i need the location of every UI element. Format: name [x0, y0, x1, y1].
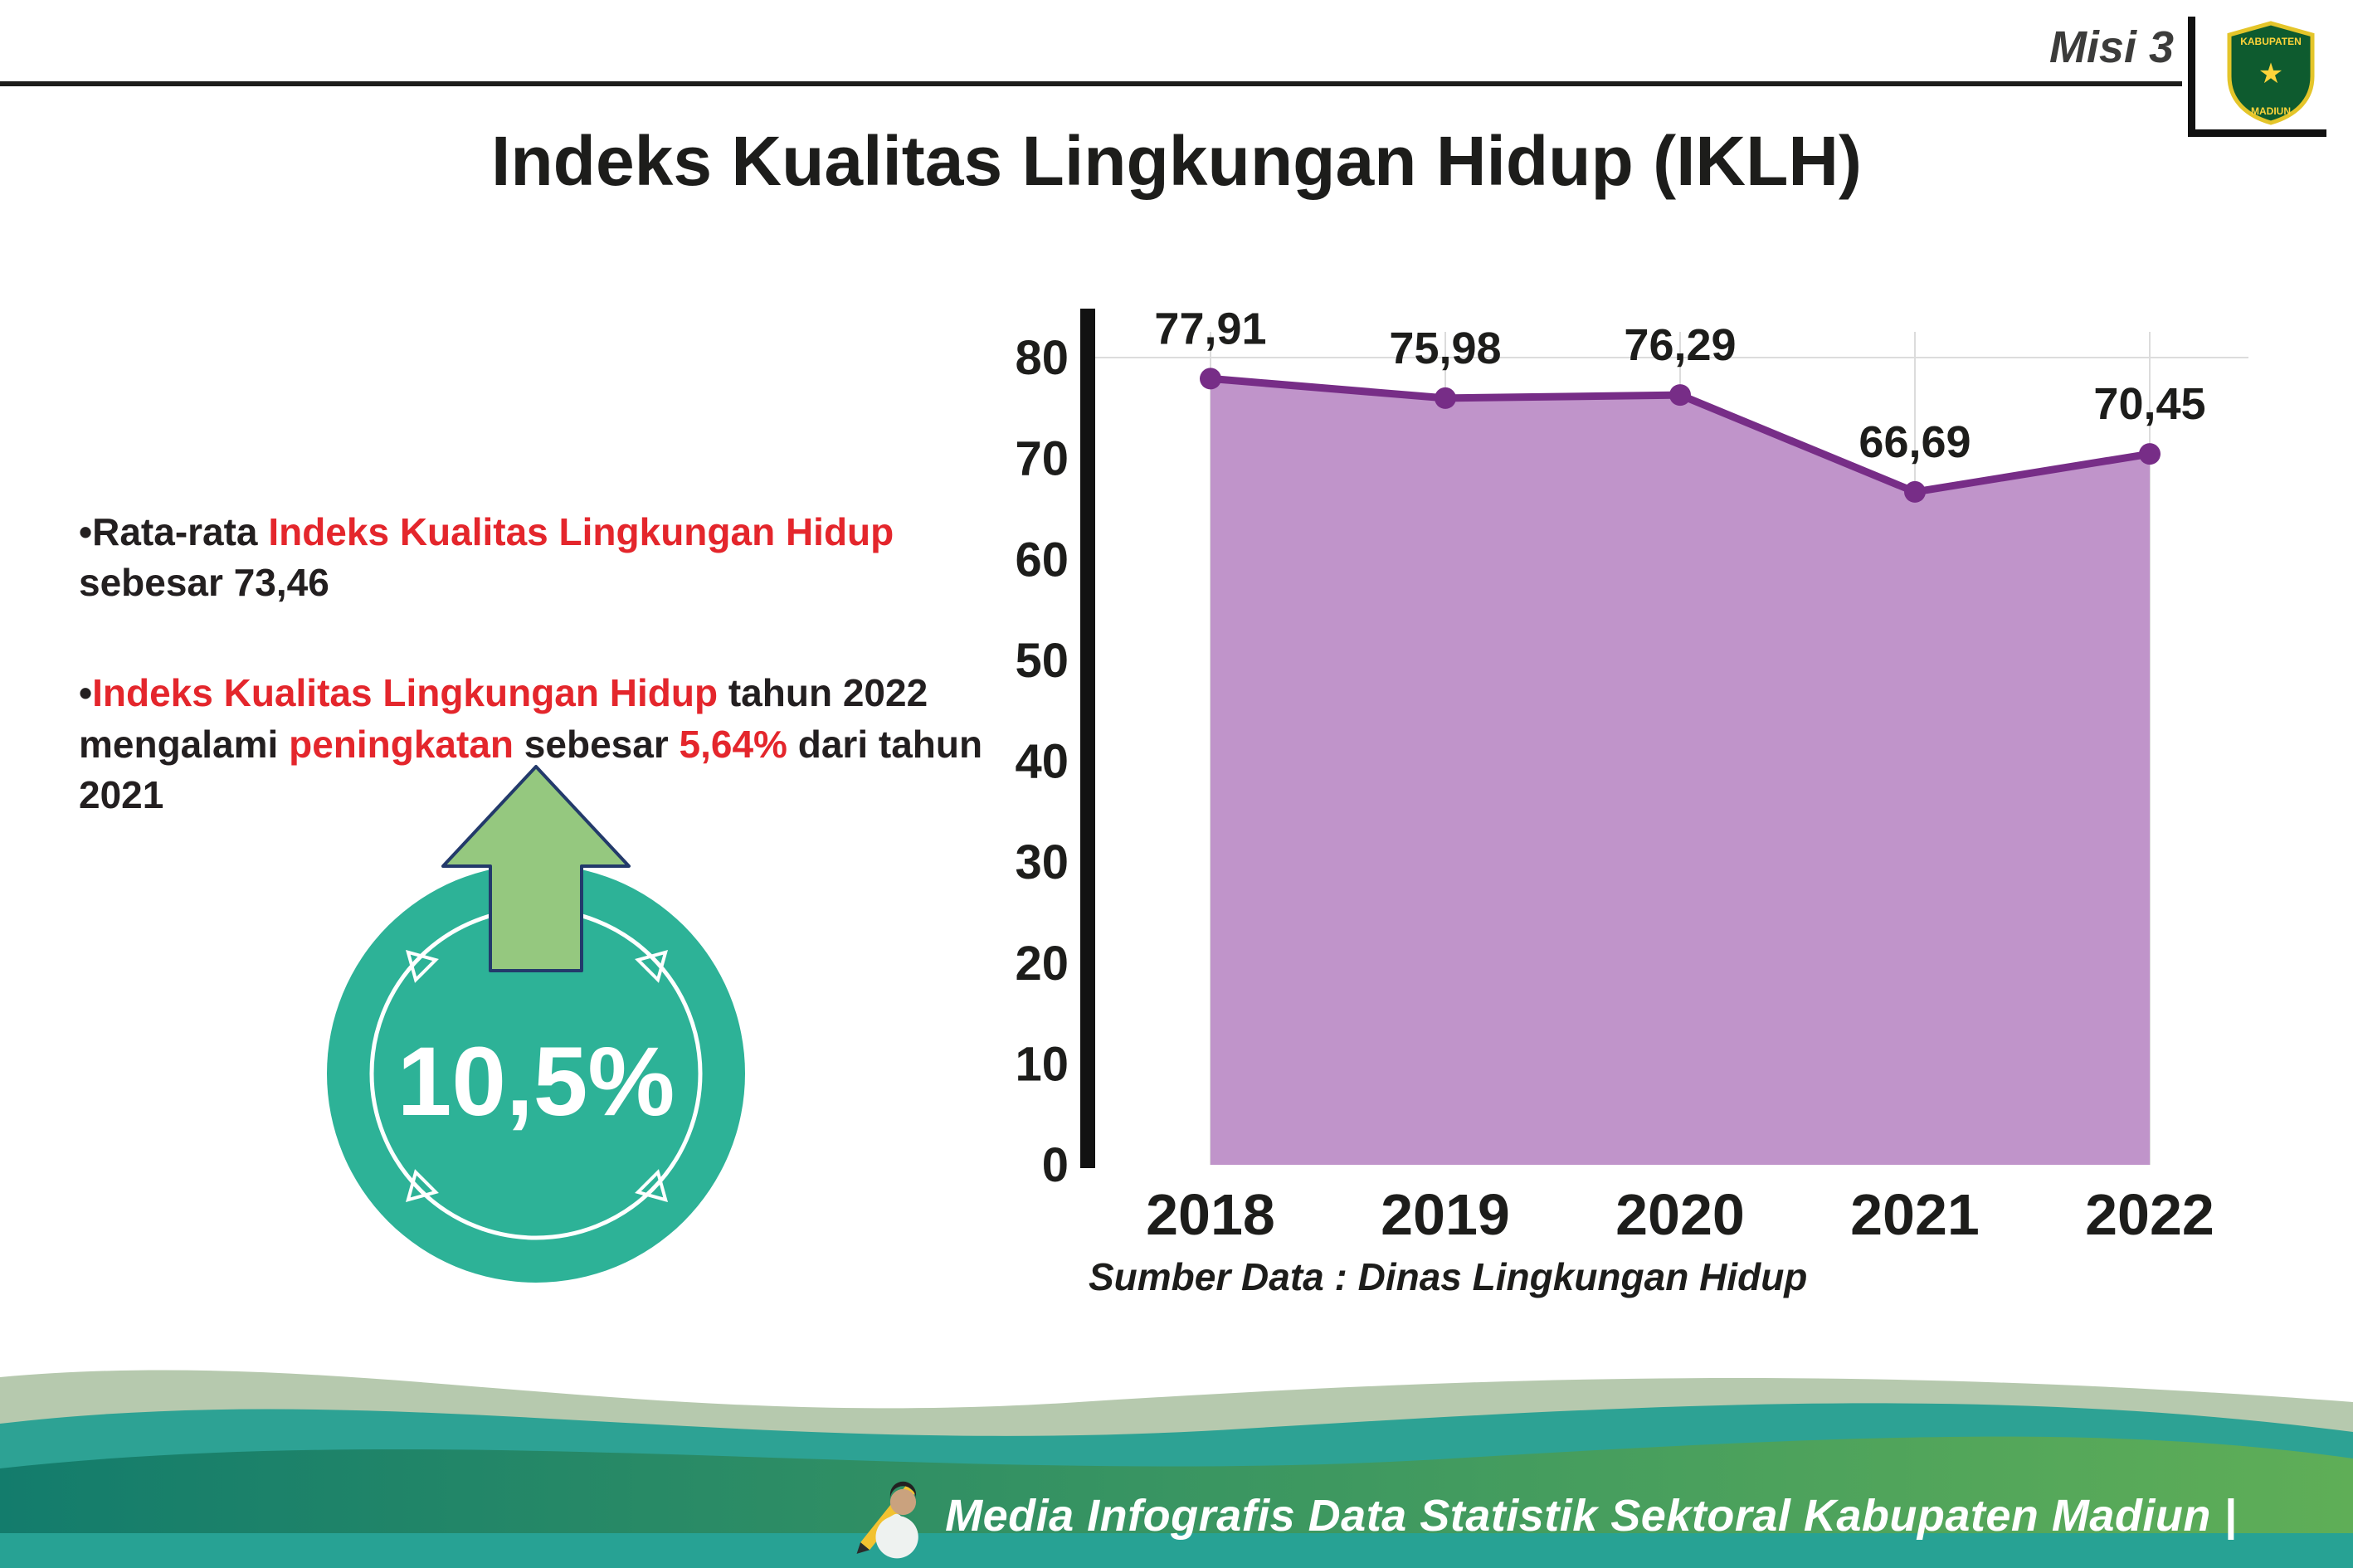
- bullet-marker: •: [79, 671, 93, 715]
- data-point: [1200, 368, 1221, 390]
- badge-triangles: [405, 949, 669, 1203]
- mascot-icon: [856, 1481, 918, 1559]
- data-point: [2139, 443, 2161, 465]
- area-fill: [1211, 378, 2150, 1165]
- data-point: [1669, 384, 1691, 407]
- bullet-marker: •: [79, 510, 93, 553]
- footer-waves: [0, 1370, 2353, 1568]
- y-tick-label: 70: [1015, 432, 1069, 486]
- bullet2-highlight1: Indeks Kualitas Lingkungan Hidup: [92, 671, 719, 715]
- bullet1-highlight: Indeks Kualitas Lingkungan Hidup: [268, 510, 894, 553]
- badge-percentage: 10,5%: [397, 1027, 675, 1137]
- y-tick-label: 60: [1015, 533, 1069, 587]
- footer-credit: Media Infografis Data Statistik Sektoral…: [850, 1470, 2237, 1561]
- bullet1-text: Rata-rata: [92, 510, 269, 553]
- value-label: 66,69: [1859, 417, 1971, 467]
- y-tick-label: 10: [1015, 1037, 1069, 1091]
- iklh-area-chart: 77,91 75,98 76,29 66,69 70,45 80 70 60 50 40 30 20 1…: [954, 299, 2307, 1344]
- page-title: Indeks Kualitas Lingkungan Hidup (IKLH): [490, 122, 1863, 200]
- logo-text-top: KABUPATEN: [2240, 36, 2302, 47]
- kabupaten-madiun-logo: KABUPATEN ★ MADIUN: [2188, 17, 2326, 137]
- increase-badge: 10,5%: [320, 757, 752, 1296]
- bullet-average-iklh: •Rata-rata Indeks Kualitas Lingkungan Hi…: [79, 507, 1008, 608]
- y-axis-bar: [1080, 309, 1095, 1168]
- value-label: 77,91: [1154, 304, 1266, 353]
- header-divider: [0, 81, 2182, 86]
- arrow-up-icon: [441, 765, 631, 972]
- y-tick-label: 0: [1042, 1138, 1069, 1192]
- bullet2-text2: sebesar: [514, 722, 680, 766]
- x-tick-label: 2019: [1381, 1182, 1510, 1247]
- data-source-caption: Sumber Data : Dinas Lingkungan Hidup: [1089, 1255, 1808, 1298]
- data-point: [1904, 480, 1926, 503]
- value-label: 76,29: [1624, 320, 1736, 370]
- x-tick-label: 2020: [1615, 1182, 1745, 1247]
- bullet2-text3: dari tahun 2021: [79, 722, 983, 816]
- logo-text-bottom: MADIUN: [2251, 105, 2291, 117]
- x-tick-label: 2018: [1146, 1182, 1275, 1247]
- footer-credit-text: Media Infografis Data Statistik Sektoral…: [945, 1491, 2237, 1541]
- y-tick-label: 20: [1015, 937, 1069, 991]
- bullet1-text2: sebesar 73,46: [79, 561, 329, 605]
- y-tick-label: 40: [1015, 735, 1069, 789]
- data-point: [1435, 387, 1456, 409]
- y-tick-label: 30: [1015, 835, 1069, 889]
- bullet2-highlight3: 5,64%: [679, 722, 787, 766]
- increase-badge-graphic: 10,5%: [327, 765, 745, 1283]
- bullet2-text1: tahun 2022 mengalami: [79, 671, 928, 766]
- bullet2-highlight2: peningkatan: [289, 722, 514, 766]
- crest-icon: KABUPATEN ★ MADIUN: [2227, 21, 2315, 125]
- x-tick-label: 2022: [2085, 1182, 2214, 1247]
- value-label: 70,45: [2093, 379, 2205, 429]
- value-label: 75,98: [1389, 324, 1501, 373]
- summary-bullets: •Rata-rata Indeks Kualitas Lingkungan Hi…: [79, 469, 1008, 859]
- area-chart-svg: 77,91 75,98 76,2966,6970,45807060504030201…: [1015, 304, 2248, 1247]
- badge-circle: [327, 864, 745, 1283]
- star-icon: ★: [2258, 58, 2283, 90]
- y-tick-label: 80: [1015, 331, 1069, 385]
- y-tick-label: 50: [1015, 634, 1069, 688]
- bullet-increase-2022: •Indeks Kualitas Lingkungan Hidup tahun …: [79, 668, 1008, 821]
- misi-label: Misi 3: [2049, 22, 2174, 72]
- x-tick-label: 2021: [1850, 1182, 1980, 1247]
